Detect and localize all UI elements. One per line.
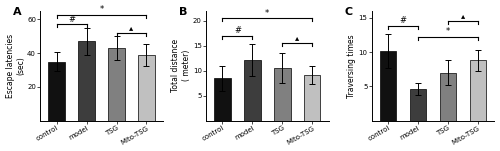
Text: ▴: ▴ xyxy=(461,11,465,20)
Bar xyxy=(78,41,95,121)
Text: #: # xyxy=(400,16,406,25)
Bar xyxy=(304,75,320,121)
Text: ▴: ▴ xyxy=(295,34,300,43)
Bar xyxy=(214,78,230,121)
Text: *: * xyxy=(265,9,270,18)
Text: *: * xyxy=(100,5,103,14)
Y-axis label: Escape latencies
(sec): Escape latencies (sec) xyxy=(6,34,25,98)
Text: *: * xyxy=(446,27,450,36)
Bar xyxy=(410,89,426,121)
Bar xyxy=(440,73,456,121)
Text: ▴: ▴ xyxy=(130,23,134,32)
Bar xyxy=(138,55,154,121)
Bar xyxy=(244,60,260,121)
Text: B: B xyxy=(179,7,188,17)
Y-axis label: Traversing times: Traversing times xyxy=(348,34,356,98)
Text: #: # xyxy=(68,15,75,24)
Text: #: # xyxy=(234,26,241,35)
Bar xyxy=(108,48,125,121)
Y-axis label: Total distance
( meter): Total distance ( meter) xyxy=(172,39,190,92)
Bar xyxy=(48,62,65,121)
Text: A: A xyxy=(13,7,22,17)
Bar xyxy=(274,68,290,121)
Text: C: C xyxy=(344,7,353,17)
Bar xyxy=(380,51,396,121)
Bar xyxy=(470,60,486,121)
